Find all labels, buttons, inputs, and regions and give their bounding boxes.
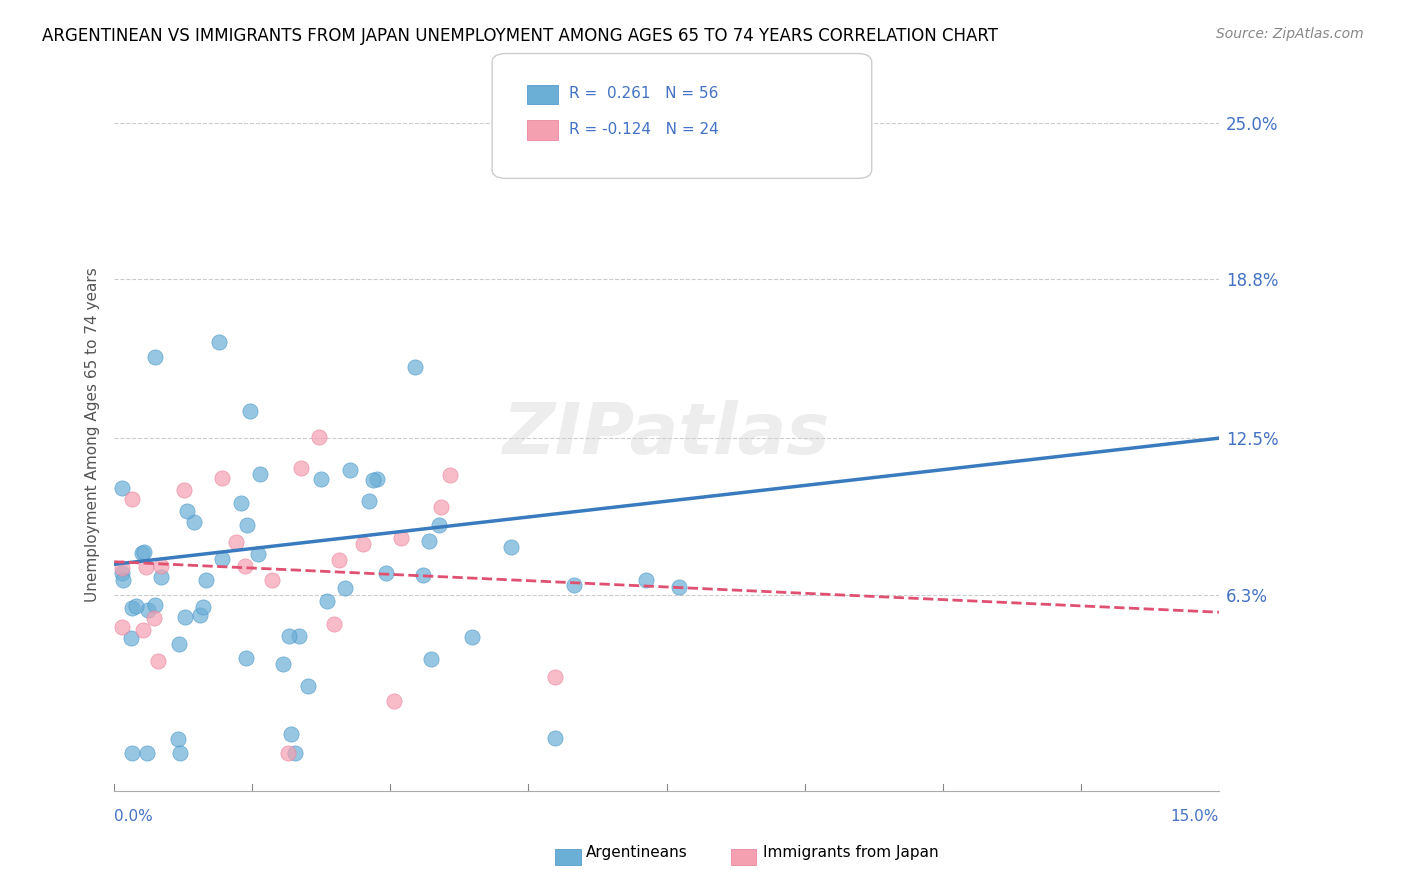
Text: 0.0%: 0.0% bbox=[114, 809, 153, 824]
Point bbox=[262, 573, 284, 587]
Point bbox=[136, 747, 159, 761]
Point bbox=[112, 574, 135, 588]
Point bbox=[131, 546, 153, 560]
Point bbox=[211, 471, 233, 485]
Point bbox=[288, 629, 311, 643]
Point bbox=[430, 500, 453, 515]
Point bbox=[174, 610, 197, 624]
Text: ARGENTINEAN VS IMMIGRANTS FROM JAPAN UNEMPLOYMENT AMONG AGES 65 TO 74 YEARS CORR: ARGENTINEAN VS IMMIGRANTS FROM JAPAN UNE… bbox=[42, 27, 998, 45]
Point bbox=[193, 600, 215, 615]
Point bbox=[366, 472, 388, 486]
Point bbox=[352, 537, 374, 551]
Point bbox=[150, 570, 173, 584]
Point bbox=[208, 334, 231, 349]
Point bbox=[166, 731, 188, 746]
Point bbox=[231, 496, 253, 510]
Point bbox=[143, 350, 166, 364]
Point bbox=[439, 468, 461, 483]
Point bbox=[225, 535, 247, 549]
Point bbox=[121, 491, 143, 506]
Point bbox=[284, 747, 307, 761]
Point bbox=[297, 679, 319, 693]
Text: 15.0%: 15.0% bbox=[1171, 809, 1219, 824]
Point bbox=[121, 600, 143, 615]
Point bbox=[125, 599, 148, 613]
Point bbox=[135, 559, 157, 574]
Point bbox=[143, 598, 166, 612]
Point bbox=[173, 483, 195, 497]
Point bbox=[120, 631, 142, 645]
Point bbox=[562, 578, 585, 592]
Point bbox=[461, 630, 484, 644]
Point bbox=[361, 473, 384, 487]
Point bbox=[544, 731, 567, 745]
Point bbox=[374, 566, 396, 581]
Point bbox=[239, 404, 262, 418]
Point bbox=[121, 747, 143, 761]
Point bbox=[308, 430, 330, 444]
Point bbox=[668, 580, 690, 594]
Point bbox=[323, 616, 346, 631]
Point bbox=[150, 559, 173, 574]
Point bbox=[277, 629, 299, 643]
Point bbox=[382, 694, 405, 708]
Point bbox=[136, 603, 159, 617]
Point bbox=[211, 551, 233, 566]
Point bbox=[357, 494, 380, 508]
Point bbox=[280, 727, 302, 741]
Point bbox=[110, 566, 132, 581]
Point bbox=[235, 517, 257, 532]
Text: Immigrants from Japan: Immigrants from Japan bbox=[763, 846, 939, 860]
Point bbox=[176, 504, 198, 518]
Point bbox=[110, 620, 132, 634]
Y-axis label: Unemployment Among Ages 65 to 74 years: Unemployment Among Ages 65 to 74 years bbox=[86, 267, 100, 602]
Point bbox=[634, 573, 657, 587]
Text: Argentineans: Argentineans bbox=[586, 846, 688, 860]
Text: R = -0.124   N = 24: R = -0.124 N = 24 bbox=[569, 122, 720, 136]
Point bbox=[235, 651, 257, 665]
Point bbox=[273, 657, 295, 671]
Point bbox=[143, 611, 166, 625]
Text: Source: ZipAtlas.com: Source: ZipAtlas.com bbox=[1216, 27, 1364, 41]
Point bbox=[427, 517, 450, 532]
Point bbox=[328, 553, 350, 567]
Point bbox=[420, 651, 443, 665]
Point bbox=[404, 359, 426, 374]
Point bbox=[233, 559, 256, 574]
Point bbox=[146, 654, 169, 668]
Point bbox=[309, 472, 332, 486]
Point bbox=[167, 637, 190, 651]
Text: R =  0.261   N = 56: R = 0.261 N = 56 bbox=[569, 87, 718, 101]
Point bbox=[389, 531, 412, 545]
Point bbox=[247, 547, 270, 561]
Point bbox=[418, 534, 440, 549]
Point bbox=[110, 561, 132, 575]
Point bbox=[339, 462, 361, 476]
Point bbox=[277, 747, 299, 761]
Point bbox=[316, 594, 339, 608]
Point bbox=[188, 607, 211, 622]
Point bbox=[132, 623, 155, 637]
Point bbox=[544, 670, 567, 684]
Point bbox=[249, 467, 271, 481]
Point bbox=[134, 545, 156, 559]
Point bbox=[333, 581, 356, 595]
Point bbox=[412, 567, 434, 582]
Text: ZIPatlas: ZIPatlas bbox=[503, 400, 831, 469]
Point bbox=[183, 515, 205, 529]
Point bbox=[110, 482, 132, 496]
Point bbox=[499, 540, 522, 554]
Point bbox=[194, 574, 217, 588]
Point bbox=[169, 747, 191, 761]
Point bbox=[290, 461, 312, 475]
